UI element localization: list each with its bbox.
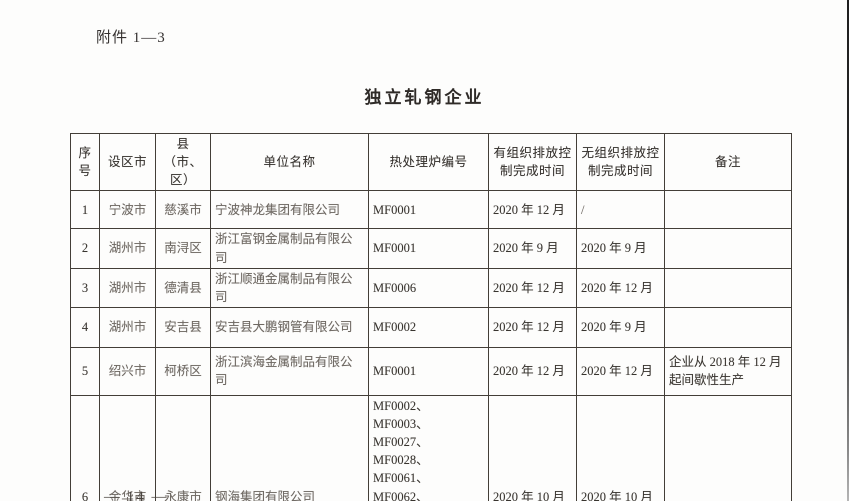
cell-unorganized: / (576, 190, 665, 230)
header-cell-city: 设区市 (99, 132, 156, 192)
page-number: — 14 — (104, 489, 169, 501)
cell-organized: 2020 年 10 月 (488, 394, 577, 501)
cell-city: 金华市 (99, 394, 156, 501)
cell-seq: 5 (70, 346, 100, 396)
cell-organized: 2020 年 12 月 (488, 306, 577, 348)
cell-remark (664, 190, 792, 230)
cell-company: 浙江滨海金属制品有限公司 (210, 346, 369, 396)
cell-remark (664, 267, 792, 308)
cell-organized: 2020 年 12 月 (488, 346, 577, 396)
table-row: 3 湖州市 德清县 浙江顺通金属制品有限公司 MF0006 2020 年 12 … (70, 267, 792, 308)
cell-remark (664, 306, 792, 348)
cell-city: 绍兴市 (99, 346, 156, 396)
cell-city: 湖州市 (99, 306, 156, 348)
cell-organized: 2020 年 12 月 (488, 267, 577, 308)
cell-unorganized: 2020 年 9 月 (576, 228, 665, 269)
cell-county: 永康市 (155, 394, 211, 501)
cell-remark (664, 394, 792, 501)
cell-company: 宁波神龙集团有限公司 (210, 190, 369, 230)
cell-county: 南浔区 (155, 228, 211, 269)
cell-county: 安吉县 (155, 306, 211, 348)
cell-furnace: MF0001 (368, 346, 489, 396)
attachment-label: 附件 1—3 (96, 30, 166, 46)
cell-unorganized: 2020 年 10 月 (576, 394, 665, 501)
cell-city: 宁波市 (99, 190, 156, 230)
cell-organized: 2020 年 12 月 (488, 190, 577, 230)
enterprise-table: 序 号 设区市 县（市、 区） 单位名称 热处理炉编号 有组织排放控 制完成时间… (70, 132, 792, 501)
cell-county: 慈溪市 (155, 190, 211, 230)
cell-county: 德清县 (155, 267, 211, 308)
header-cell-seq: 序 号 (70, 132, 100, 192)
table-row: 6 金华市 永康市 钢海集团有限公司 MF0002、MF0003、 MF0027… (70, 394, 792, 501)
header-cell-company: 单位名称 (210, 132, 369, 192)
cell-seq: 4 (70, 306, 100, 348)
cell-company: 浙江富钢金属制品有限公司 (210, 228, 369, 269)
cell-unorganized: 2020 年 12 月 (576, 346, 665, 396)
cell-furnace: MF0001 (368, 228, 489, 269)
cell-city: 湖州市 (99, 267, 156, 308)
table-row: 4 湖州市 安吉县 安吉县大鹏钢管有限公司 MF0002 2020 年 12 月… (70, 306, 792, 348)
table-row: 1 宁波市 慈溪市 宁波神龙集团有限公司 MF0001 2020 年 12 月 … (70, 190, 792, 230)
cell-seq: 1 (70, 190, 100, 230)
cell-furnace: MF0006 (368, 267, 489, 308)
cell-city: 湖州市 (99, 228, 156, 269)
cell-company: 安吉县大鹏钢管有限公司 (210, 306, 369, 348)
table-row: 5 绍兴市 柯桥区 浙江滨海金属制品有限公司 MF0001 2020 年 12 … (70, 346, 792, 396)
cell-remark: 企业从 2018 年 12 月 起间歇性生产 (664, 346, 792, 396)
cell-company: 浙江顺通金属制品有限公司 (210, 267, 369, 308)
cell-company: 钢海集团有限公司 (210, 394, 369, 501)
header-cell-remark: 备注 (664, 132, 792, 192)
page-title: 独立轧钢企业 (364, 88, 485, 107)
cell-organized: 2020 年 9 月 (488, 228, 577, 269)
cell-seq: 3 (70, 267, 100, 308)
cell-county: 柯桥区 (155, 346, 211, 396)
cell-unorganized: 2020 年 12 月 (576, 267, 665, 308)
header-cell-furnace: 热处理炉编号 (368, 132, 489, 192)
cell-furnace: MF0002、MF0003、 MF0027、MF0028、 MF0061、MF0… (368, 394, 489, 501)
header-cell-organized: 有组织排放控 制完成时间 (488, 132, 577, 192)
cell-unorganized: 2020 年 9 月 (576, 306, 665, 348)
cell-seq: 6 (70, 394, 100, 501)
header-cell-county: 县（市、 区） (155, 132, 211, 192)
cell-seq: 2 (70, 228, 100, 269)
cell-furnace: MF0002 (368, 306, 489, 348)
cell-furnace: MF0001 (368, 190, 489, 230)
scan-edge (847, 0, 849, 501)
table-header-row: 序 号 设区市 县（市、 区） 单位名称 热处理炉编号 有组织排放控 制完成时间… (70, 132, 792, 192)
cell-remark (664, 228, 792, 269)
table-row: 2 湖州市 南浔区 浙江富钢金属制品有限公司 MF0001 2020 年 9 月… (70, 228, 792, 269)
header-cell-unorganized: 无组织排放控 制完成时间 (576, 132, 665, 192)
